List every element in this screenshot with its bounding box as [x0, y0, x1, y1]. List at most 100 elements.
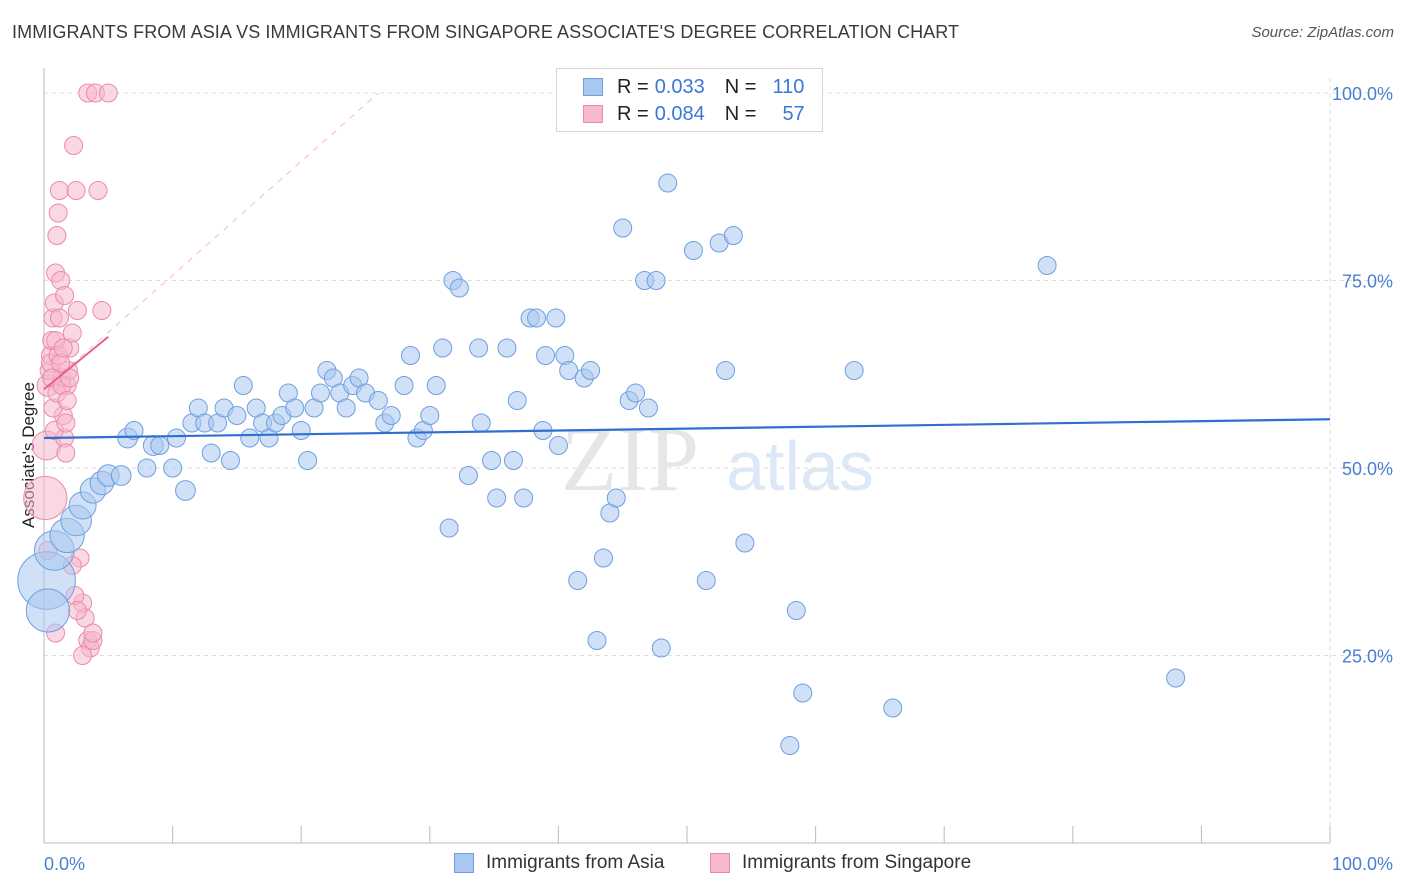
asia-point [626, 383, 646, 403]
y-tick-label: 75.0% [1342, 272, 1393, 292]
asia-point [439, 518, 459, 538]
asia-point [469, 338, 489, 358]
singapore-trend-extension [43, 92, 379, 390]
asia-point [613, 218, 633, 238]
asia-point [844, 361, 864, 380]
singapore-point [49, 308, 69, 328]
asia-point [227, 406, 247, 425]
singapore-point [57, 391, 77, 410]
asia-point [1166, 668, 1186, 688]
asia-point [696, 571, 716, 590]
asia-point [449, 278, 469, 298]
singapore-point [92, 301, 112, 320]
x-tick-labels: 0.0% 100.0% [44, 854, 1393, 874]
asia-point [536, 346, 556, 365]
singapore-point [66, 181, 86, 200]
asia-point [786, 601, 806, 620]
asia-point [683, 241, 703, 260]
source-label: Source: ZipAtlas.com [1251, 24, 1394, 41]
x-tick-label: 0.0% [44, 854, 85, 874]
asia-point [394, 376, 414, 395]
stats-row-asia: R = 0.033 N = 110 [583, 75, 804, 99]
asia-point [175, 480, 196, 501]
singapore-point [98, 83, 118, 103]
singapore-point [47, 226, 67, 245]
r-label: R = [617, 75, 649, 98]
asia-point [291, 421, 311, 440]
y-tick-labels: 25.0% 50.0% 75.0% 100.0% [1332, 84, 1393, 667]
asia-point [568, 571, 588, 590]
singapore-point [62, 323, 82, 343]
y-tick-label: 50.0% [1342, 459, 1393, 479]
chart-title: IMMIGRANTS FROM ASIA VS IMMIGRANTS FROM … [12, 22, 960, 42]
asia-swatch [454, 853, 474, 873]
asia-point [507, 391, 527, 410]
asia-point [514, 488, 534, 508]
r-value: 0.084 [654, 102, 705, 125]
asia-point [150, 436, 170, 455]
asia-point [503, 451, 523, 470]
asia-point [166, 428, 186, 448]
n-label: N = [724, 102, 757, 125]
asia-point [433, 338, 453, 358]
asia-point [646, 271, 666, 290]
singapore-point [23, 475, 68, 521]
asia-swatch [583, 78, 603, 96]
asia-point [606, 488, 626, 508]
asia-point [368, 391, 388, 410]
singapore-point [73, 646, 93, 665]
legend-item-singapore[interactable]: Immigrants from Singapore [710, 852, 971, 874]
singapore-point [56, 443, 76, 463]
y-tick-label: 25.0% [1342, 647, 1393, 667]
singapore-point [64, 136, 84, 155]
asia-point [527, 308, 547, 328]
singapore-point [67, 601, 87, 620]
asia-point [883, 698, 903, 718]
asia-point [298, 451, 318, 470]
singapore-point [53, 338, 73, 358]
singapore-point [56, 413, 76, 433]
asia-point [581, 361, 601, 380]
asia-point [651, 638, 671, 658]
singapore-swatch [583, 105, 603, 123]
watermark-atlas: atlas [726, 427, 874, 505]
asia-point [482, 451, 502, 470]
asia-point [25, 588, 70, 633]
asia-point [658, 173, 678, 193]
singapore-point [48, 203, 68, 223]
asia-points [17, 173, 1186, 755]
trend-lines [43, 92, 1331, 440]
asia-point [487, 488, 507, 508]
asia-trend-line [43, 418, 1331, 440]
legend-item-asia[interactable]: Immigrants from Asia [454, 852, 664, 874]
singapore-trend-line [43, 335, 109, 391]
asia-point [201, 443, 221, 463]
singapore-point [55, 286, 75, 305]
asia-point [793, 683, 813, 703]
asia-point [716, 361, 736, 380]
asia-point [137, 458, 157, 478]
asia-point [420, 406, 440, 425]
asia-point [735, 533, 755, 553]
asia-point [220, 451, 240, 470]
asia-point [497, 338, 517, 358]
r-label: R = [617, 102, 649, 125]
asia-point [471, 413, 491, 433]
singapore-point [67, 301, 87, 320]
asia-point [638, 398, 658, 418]
asia-point [587, 631, 607, 650]
asia-point [124, 421, 144, 440]
asia-point [310, 383, 330, 403]
stats-row-singapore: R = 0.084 N = 57 [583, 102, 805, 126]
singapore-point [88, 181, 108, 200]
legend-label-asia: Immigrants from Asia [486, 852, 665, 873]
asia-point [381, 406, 401, 425]
singapore-point [83, 623, 103, 643]
asia-point [110, 465, 132, 486]
asia-point [426, 376, 446, 395]
asia-point [233, 376, 253, 395]
asia-point [1037, 256, 1057, 275]
watermark-zip: ZIP [561, 408, 699, 510]
legend-label-singapore: Immigrants from Singapore [742, 852, 972, 873]
